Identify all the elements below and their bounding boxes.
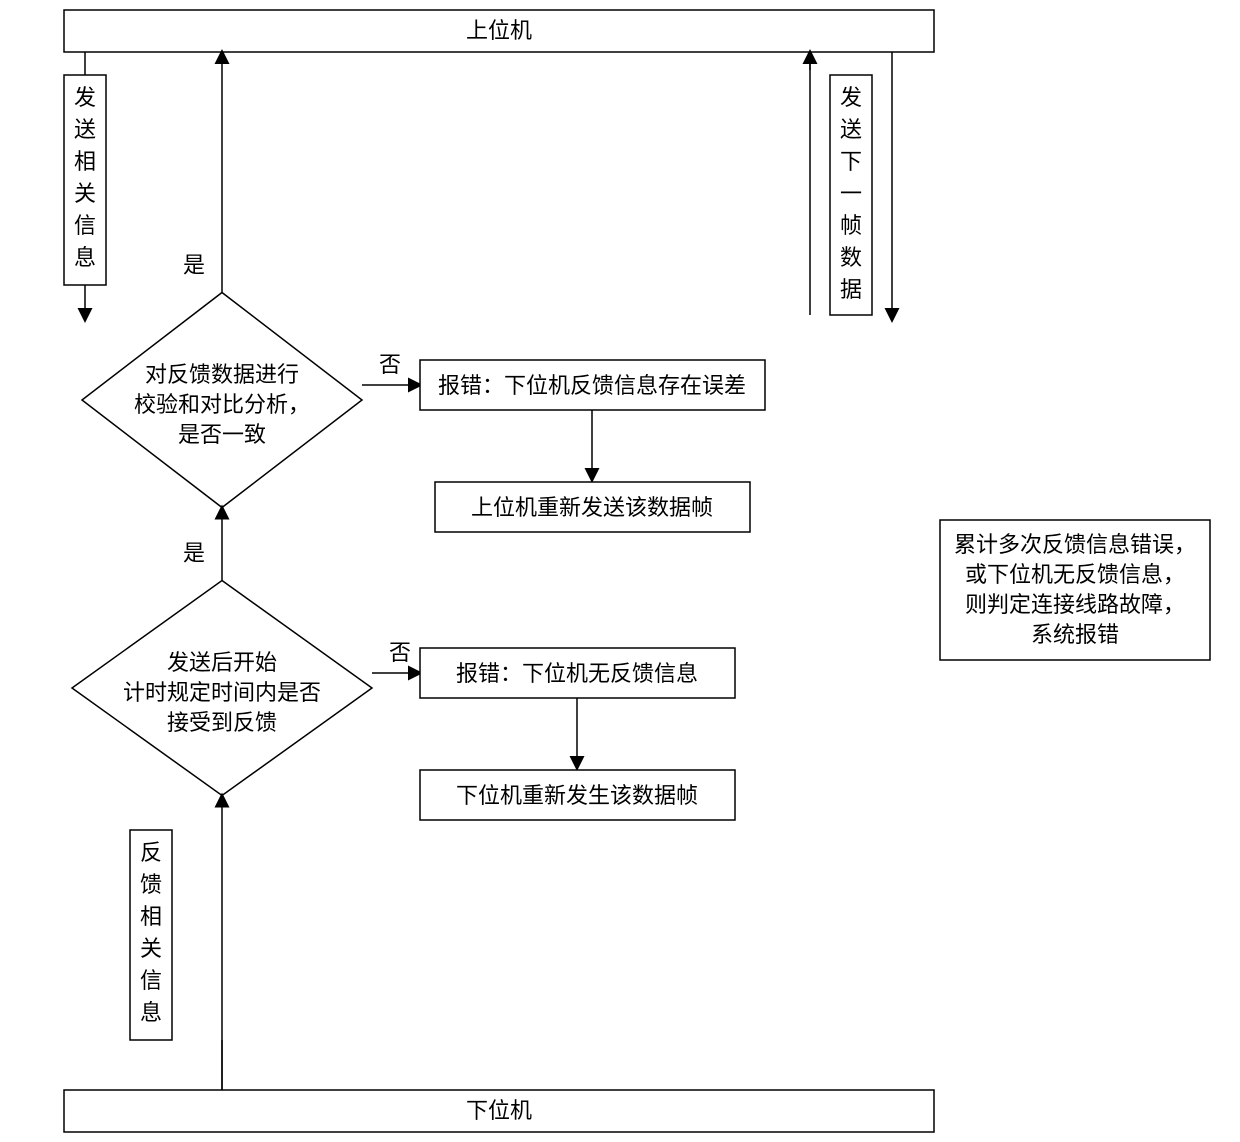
top-box-label: 上位机 — [466, 18, 532, 43]
note-line-0: 累计多次反馈信息错误， — [954, 532, 1196, 557]
right-vbox-char-1: 送 — [840, 117, 862, 142]
left-vbox-char-5: 息 — [74, 245, 96, 270]
feedback-vbox-char-4: 信 — [140, 968, 162, 993]
left-vbox-char-0: 发 — [74, 85, 96, 110]
right-vbox-char-2: 下 — [840, 149, 862, 174]
left-vbox-char-2: 相 — [74, 149, 96, 174]
d1-yes-label: 是 — [183, 253, 205, 278]
feedback-vbox-char-2: 相 — [140, 904, 162, 929]
note-line-1: 或下位机无反馈信息， — [965, 562, 1185, 587]
right-vbox-char-5: 数 — [840, 245, 862, 270]
diamond-1-line-1: 校验和对比分析， — [134, 392, 310, 417]
diamond-1-line-2: 是否一致 — [178, 422, 266, 447]
d2-yes-label: 是 — [183, 541, 205, 566]
err2-label: 报错：下位机无反馈信息 — [456, 661, 698, 686]
resend2-label: 下位机重新发生该数据帧 — [456, 783, 698, 808]
d2-no-label: 否 — [389, 640, 411, 665]
feedback-vbox-char-5: 息 — [140, 1000, 162, 1025]
left-vbox-char-1: 送 — [74, 117, 96, 142]
d1-no-label: 否 — [379, 352, 401, 377]
resend1-label: 上位机重新发送该数据帧 — [471, 495, 713, 520]
note-line-3: 系统报错 — [1031, 622, 1119, 647]
left-vbox-char-3: 关 — [74, 181, 96, 206]
bottom-box-label: 下位机 — [466, 1098, 532, 1123]
right-vbox-char-3: 一 — [840, 181, 862, 206]
diamond-2-line-2: 接受到反馈 — [167, 710, 277, 735]
diamond-2-line-0: 发送后开始 — [167, 650, 277, 675]
err1-label: 报错：下位机反馈信息存在误差 — [438, 373, 746, 398]
diamond-2-line-1: 计时规定时间内是否 — [123, 680, 321, 705]
right-vbox-char-4: 帧 — [840, 213, 862, 238]
right-vbox-char-0: 发 — [840, 85, 862, 110]
diamond-1-line-0: 对反馈数据进行 — [145, 362, 299, 387]
feedback-vbox-char-0: 反 — [140, 840, 162, 865]
left-vbox-char-4: 信 — [74, 213, 96, 238]
feedback-vbox-char-3: 关 — [140, 936, 162, 961]
right-vbox-char-6: 据 — [840, 277, 862, 302]
note-line-2: 则判定连接线路故障， — [965, 592, 1185, 617]
feedback-vbox-char-1: 馈 — [140, 872, 162, 897]
